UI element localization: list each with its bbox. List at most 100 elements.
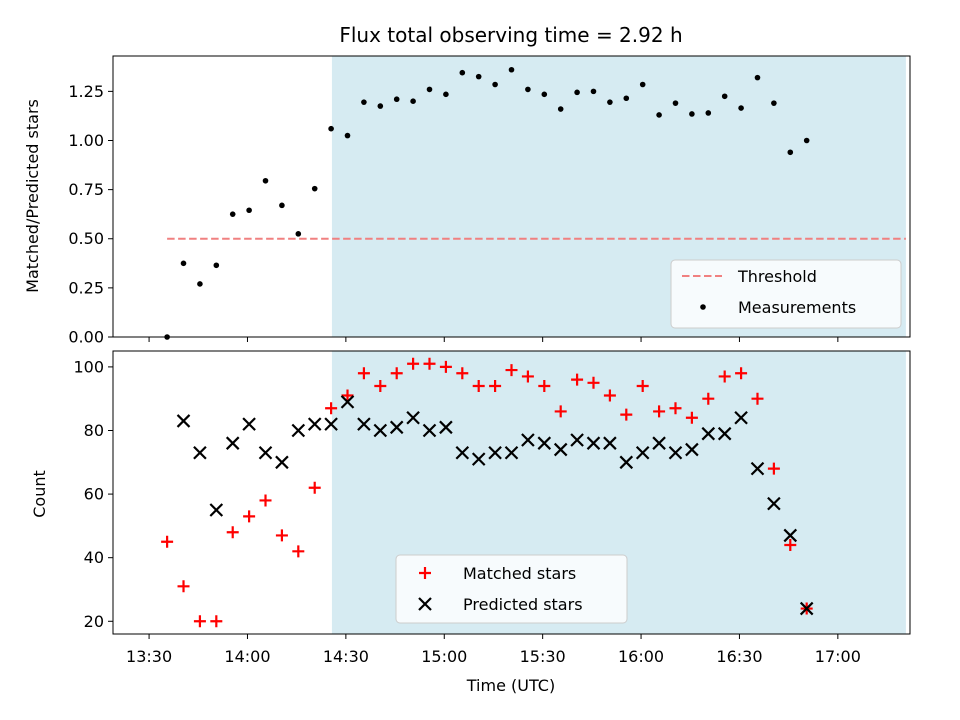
matched-star-point: [620, 408, 633, 421]
predicted-star-point: [176, 414, 191, 428]
x-tick-label: 16:00: [618, 647, 664, 666]
x-tick-label: 15:30: [520, 647, 566, 666]
matched-star-point: [554, 405, 567, 418]
predicted-star-point: [258, 445, 273, 460]
matched-star-point: [357, 367, 370, 380]
matched-star-point: [472, 379, 485, 392]
top-y-tick-label: 1.00: [68, 131, 104, 150]
matched-star-point: [767, 462, 780, 475]
predicted-star-point: [422, 423, 437, 438]
matched-star-point: [407, 357, 420, 370]
measurement-point: [508, 66, 515, 73]
predicted-star-point: [242, 417, 256, 431]
bottom-y-tick-label: 100: [73, 357, 104, 376]
matched-star-point: [210, 615, 223, 628]
predicted-star-point: [406, 410, 420, 425]
measurement-point: [344, 132, 351, 139]
matched-star-point: [489, 379, 502, 392]
matched-star-point: [669, 402, 682, 415]
predicted-star-point: [488, 445, 502, 460]
measurement-point: [279, 202, 285, 209]
matched-star-point: [784, 538, 797, 551]
matched-star-point: [308, 481, 321, 494]
measurement-point: [754, 74, 761, 81]
axes-frame: [112, 350, 911, 635]
matched-star-point: [571, 373, 584, 386]
measurement-point: [475, 73, 482, 80]
matched-star-point: [702, 392, 715, 405]
measurement-point: [771, 100, 777, 106]
top-panel: 0.00 0.25 0.50 0.75 1.00 1.25 Threshold Measure…: [68, 55, 911, 347]
legend-matched-label: Matched stars: [463, 564, 576, 583]
predicted-star-point: [685, 442, 699, 457]
measurement-point: [721, 93, 728, 100]
predicted-star-point: [209, 503, 224, 517]
predicted-star-point: [668, 445, 683, 460]
matched-star-point: [751, 392, 764, 405]
measurement-point: [574, 89, 580, 96]
measurement-point: [393, 96, 400, 103]
measurement-point: [705, 110, 712, 116]
predicted-star-point: [652, 436, 666, 450]
measurement-point: [410, 98, 416, 104]
measurement-point: [607, 99, 613, 105]
bottom-y-tick-label: 80: [84, 421, 104, 440]
measurement-point: [590, 88, 597, 95]
matched-star-point: [243, 510, 256, 523]
measurement-point: [443, 91, 449, 98]
matched-star-point: [423, 357, 436, 370]
top-y-tick-label: 0.25: [68, 278, 104, 297]
legend-box: [670, 259, 902, 329]
measurement-point: [426, 86, 433, 93]
measurement-point: [262, 177, 269, 184]
bottom-y-tick-label: 40: [84, 548, 104, 567]
top-legend: Threshold Measurements: [670, 259, 902, 329]
measurement-point: [492, 81, 498, 88]
measurement-point: [672, 100, 679, 106]
top-y-tick-label: 0.75: [68, 180, 104, 199]
matched-star-point: [275, 529, 288, 542]
predicted-star-point: [193, 445, 207, 460]
measurement-point: [295, 231, 302, 237]
matched-star-point: [456, 367, 469, 380]
legend-measurements-swatch: [700, 304, 706, 310]
matched-star-point: [685, 411, 698, 424]
matched-star-point: [505, 364, 518, 377]
top-y-axis-label: Matched/Predicted stars: [23, 99, 42, 293]
predicted-star-point: [783, 528, 798, 543]
x-axis-label: Time (UTC): [466, 676, 555, 695]
top-y-tick-label: 1.25: [68, 82, 104, 101]
measurement-point: [229, 211, 236, 217]
predicted-star-point: [537, 436, 552, 450]
bottom-y-axis-label: Count: [30, 470, 49, 518]
matched-star-point: [325, 402, 338, 415]
legend-matched-swatch: [419, 567, 431, 579]
chart-title: Flux total observing time = 2.92 h: [339, 23, 682, 47]
measurement-point: [246, 207, 252, 214]
top-y-tick-label: 0.50: [68, 229, 104, 248]
matched-star-point: [259, 494, 272, 507]
matched-star-point: [177, 580, 190, 593]
predicted-star-point: [225, 436, 240, 450]
matched-star-point: [390, 367, 403, 380]
predicted-star-point: [455, 445, 470, 460]
matched-star-point: [292, 545, 305, 558]
predicted-star-point: [717, 426, 732, 441]
x-tick-label: 16:30: [716, 647, 762, 666]
predicted-star-point: [439, 420, 453, 435]
matched-star-point: [603, 389, 616, 402]
legend-threshold-label: Threshold: [737, 267, 817, 286]
measurement-point: [541, 91, 548, 98]
bottom-y-tick-label: 60: [84, 485, 104, 504]
measurement-point: [459, 69, 466, 76]
predicted-star-point: [767, 496, 781, 511]
measurement-point: [361, 99, 367, 105]
matched-star-point: [538, 379, 551, 392]
matched-star-point: [521, 370, 534, 383]
x-tick-label: 14:30: [323, 647, 369, 666]
axes-frame: [112, 55, 911, 338]
x-tick-label: 15:00: [421, 647, 467, 666]
predicted-star-point: [586, 436, 601, 450]
measurement-point: [656, 112, 662, 118]
